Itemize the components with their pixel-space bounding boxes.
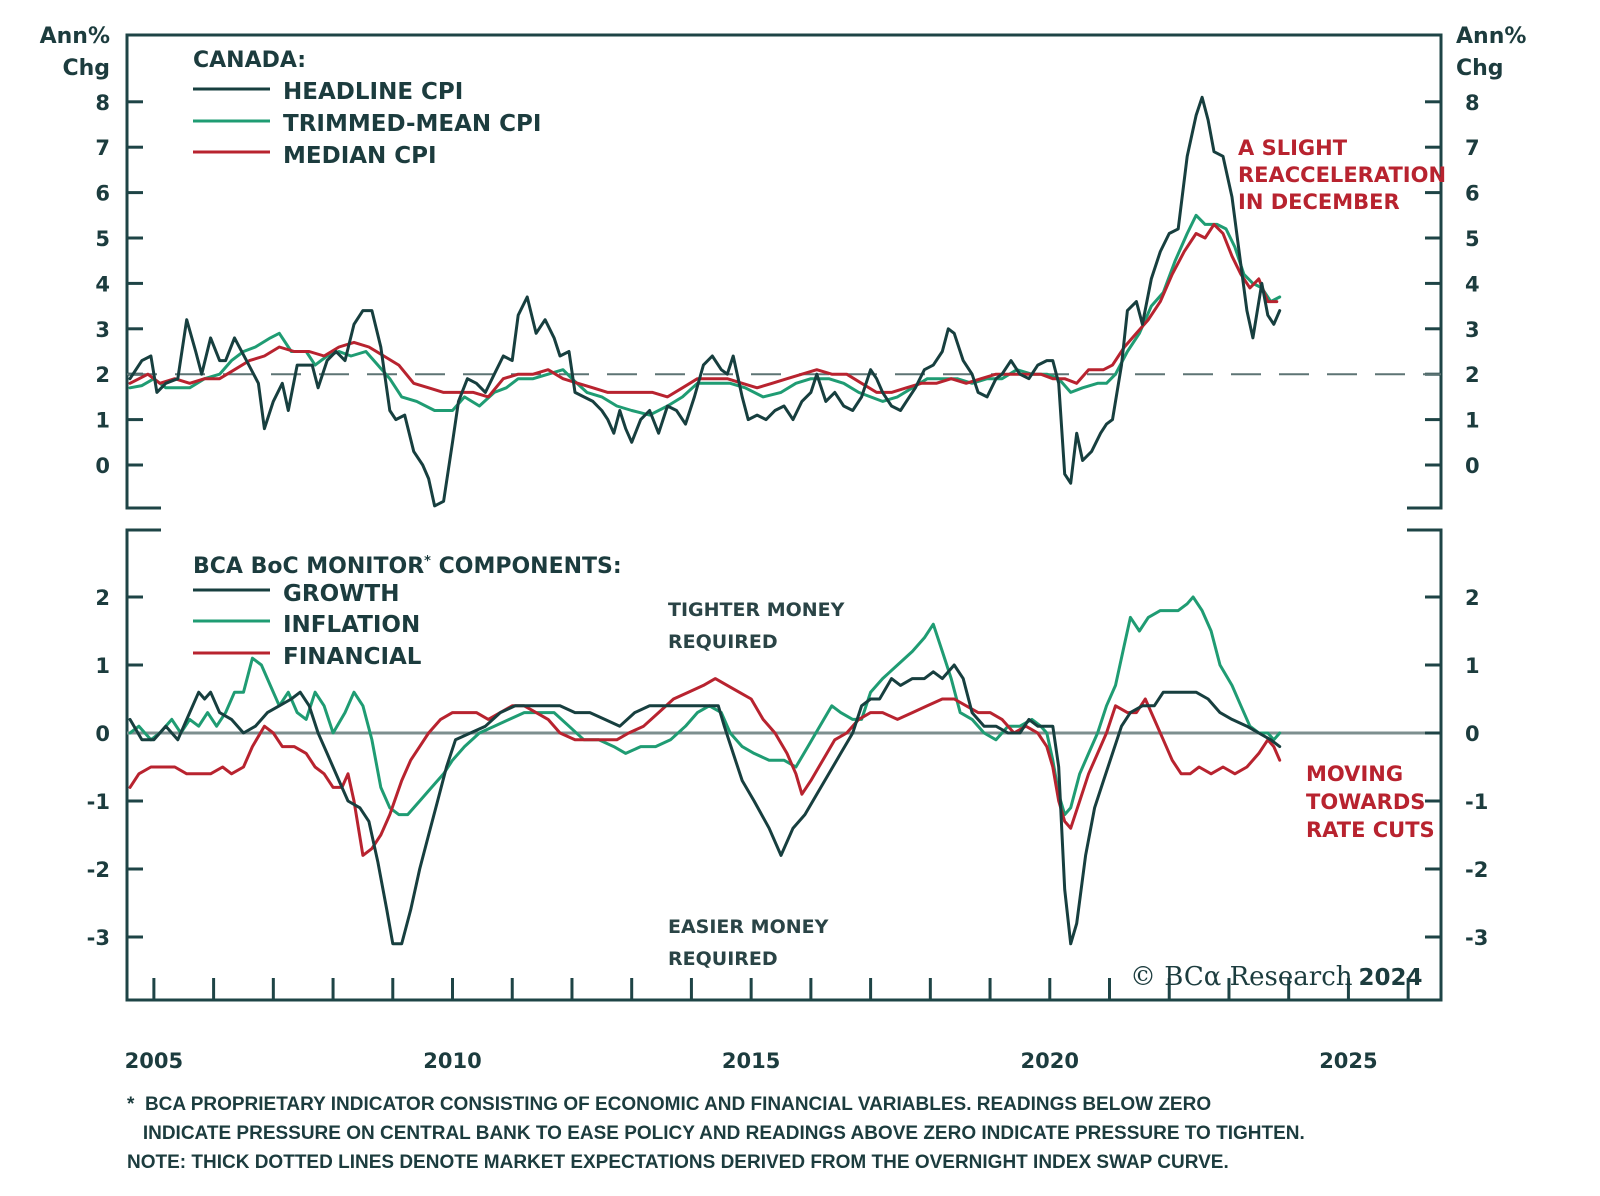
bottom-y-right-tick-label: -1: [1465, 790, 1488, 814]
top-annotation-line2: REACCELERATION: [1238, 163, 1446, 187]
top-y-right-tick-label: 7: [1465, 136, 1480, 160]
x-label-2015: 2015: [722, 1049, 780, 1073]
bottom-legend-title-suffix: COMPONENTS:: [431, 554, 622, 579]
bottom-y-right-tick-label: 0: [1465, 722, 1480, 746]
top-y-left-tick-label: 8: [95, 91, 110, 115]
footnote-line1: * BCA PROPRIETARY INDICATOR CONSISTING O…: [127, 1094, 1211, 1115]
bottom-y-left-tick-label: -2: [87, 858, 110, 882]
bottom-y-left-tick-label: 2: [95, 586, 110, 610]
top-panel-frame: [125, 33, 1443, 510]
bottom-y-left-tick-label: 0: [95, 722, 110, 746]
footnote-line3: NOTE: THICK DOTTED LINES DENOTE MARKET E…: [127, 1152, 1229, 1173]
rate-cuts-line2: TOWARDS: [1306, 790, 1425, 814]
bottom-y-left-tick-label: 1: [95, 654, 110, 678]
series-financial: [128, 677, 1282, 857]
easier-money-line1: EASIER MONEY: [668, 916, 829, 938]
top-y-right-tick-label: 8: [1465, 91, 1480, 115]
top-y-right-tick-label: 4: [1465, 272, 1480, 296]
bottom-y-left-tick-label: -1: [87, 790, 110, 814]
rate-cuts-line1: MOVING: [1306, 762, 1403, 786]
footnote-line2: INDICATE PRESSURE ON CENTRAL BANK TO EAS…: [127, 1123, 1305, 1144]
series-inflation: [128, 595, 1282, 817]
bottom-panel-frame: [125, 528, 1443, 1002]
bottom-series-group: [128, 595, 1282, 946]
top-y-left-tick-label: 0: [95, 454, 110, 478]
top-y-right-tick-label: 1: [1465, 409, 1480, 433]
top-series-group: [128, 95, 1282, 508]
legend-label-headline: HEADLINE CPI: [283, 79, 463, 105]
top-left-unit-label-line1: Ann%: [40, 24, 110, 49]
tighter-money-annotation: TIGHTER MONEY REQUIRED: [668, 599, 845, 653]
top-y-right-tick-label: 6: [1465, 182, 1480, 206]
top-y-right-tick-label: 0: [1465, 454, 1480, 478]
top-y-left-tick-label: 7: [95, 136, 110, 160]
bottom-y-left-tick-label: -3: [87, 926, 110, 950]
top-y-left-tick-label: 2: [95, 363, 110, 387]
x-label-2005: 2005: [125, 1049, 183, 1073]
top-left-unit-label-line2: Chg: [62, 56, 110, 81]
top-y-right-tick-label: 5: [1465, 227, 1480, 251]
legend-label-financial: FINANCIAL: [283, 644, 422, 670]
x-label-2020: 2020: [1021, 1049, 1079, 1073]
easier-money-line2: REQUIRED: [668, 948, 778, 970]
series-median-cpi: [128, 222, 1279, 399]
bottom-legend-title: BCA BoC MONITOR* COMPONENTS:: [193, 554, 622, 579]
top-legend-title: CANADA:: [193, 48, 306, 73]
tighter-money-line2: REQUIRED: [668, 631, 778, 653]
legend-label-growth: GROWTH: [283, 581, 399, 607]
bca-watermark: © BCα Research 2024: [1130, 962, 1423, 992]
series-trimmed-mean-cpi: [128, 213, 1282, 417]
series-headline-cpi: [128, 95, 1282, 508]
bottom-y-right-tick-label: 2: [1465, 586, 1480, 610]
top-panel: 0 0 1 1 2 2 3 3 4 4 5 5 6 6 7 7 8 8 Ann% Chg Ann% Chg CAN…: [40, 24, 1526, 510]
top-y-right-tick-label: 2: [1465, 363, 1480, 387]
top-y-right-tick-label: 3: [1465, 318, 1480, 342]
bottom-y-ticks: -3 -3 -2 -2 -1 -1 0 0 1 1 2 2: [87, 586, 1489, 950]
bottom-legend-title-asterisk: *: [424, 554, 431, 569]
easier-money-annotation: EASIER MONEY REQUIRED: [668, 916, 829, 970]
top-y-left-tick-label: 5: [95, 227, 110, 251]
legend-label-inflation: INFLATION: [283, 612, 420, 638]
top-y-left-tick-label: 1: [95, 409, 110, 433]
top-right-unit-label-line2: Chg: [1456, 56, 1504, 81]
x-label-2010: 2010: [423, 1049, 481, 1073]
bottom-legend-title-main: BCA BoC MONITOR: [193, 554, 424, 579]
legend-label-median: MEDIAN CPI: [283, 143, 437, 169]
x-axis-labels: 2005 2010 2015 2020 2025: [125, 1049, 1378, 1073]
top-legend: CANADA: HEADLINE CPI TRIMMED-MEAN CPI ME…: [193, 48, 541, 169]
top-y-left-tick-label: 3: [95, 318, 110, 342]
tighter-money-line1: TIGHTER MONEY: [668, 599, 845, 621]
rate-cuts-line3: RATE CUTS: [1306, 818, 1435, 842]
top-annotation: A SLIGHT REACCELERATION IN DECEMBER: [1238, 136, 1446, 214]
x-axis-ticks: [152, 978, 1410, 1000]
bottom-panel: -3 -3 -2 -2 -1 -1 0 0 1 1 2 2 BCA BoC MONITOR* COMP…: [87, 528, 1489, 1002]
top-y-left-tick-label: 6: [95, 182, 110, 206]
top-annotation-line3: IN DECEMBER: [1238, 190, 1400, 214]
rate-cuts-annotation: MOVING TOWARDS RATE CUTS: [1306, 762, 1435, 842]
bottom-y-right-tick-label: -3: [1465, 926, 1488, 950]
watermark-brand: © BCα Research: [1130, 962, 1353, 992]
footnotes: * BCA PROPRIETARY INDICATOR CONSISTING O…: [127, 1094, 1305, 1173]
legend-label-trimmed-mean: TRIMMED-MEAN CPI: [283, 111, 541, 137]
bottom-legend: BCA BoC MONITOR* COMPONENTS: GROWTH INFL…: [193, 554, 622, 670]
bottom-y-right-tick-label: -2: [1465, 858, 1488, 882]
x-label-2025: 2025: [1319, 1049, 1377, 1073]
watermark-year: 2024: [1359, 965, 1423, 991]
series-growth: [128, 663, 1282, 946]
top-annotation-line1: A SLIGHT: [1238, 136, 1348, 160]
top-right-unit-label-line1: Ann%: [1456, 24, 1526, 49]
bottom-y-right-tick-label: 1: [1465, 654, 1480, 678]
top-y-left-tick-label: 4: [95, 272, 110, 296]
